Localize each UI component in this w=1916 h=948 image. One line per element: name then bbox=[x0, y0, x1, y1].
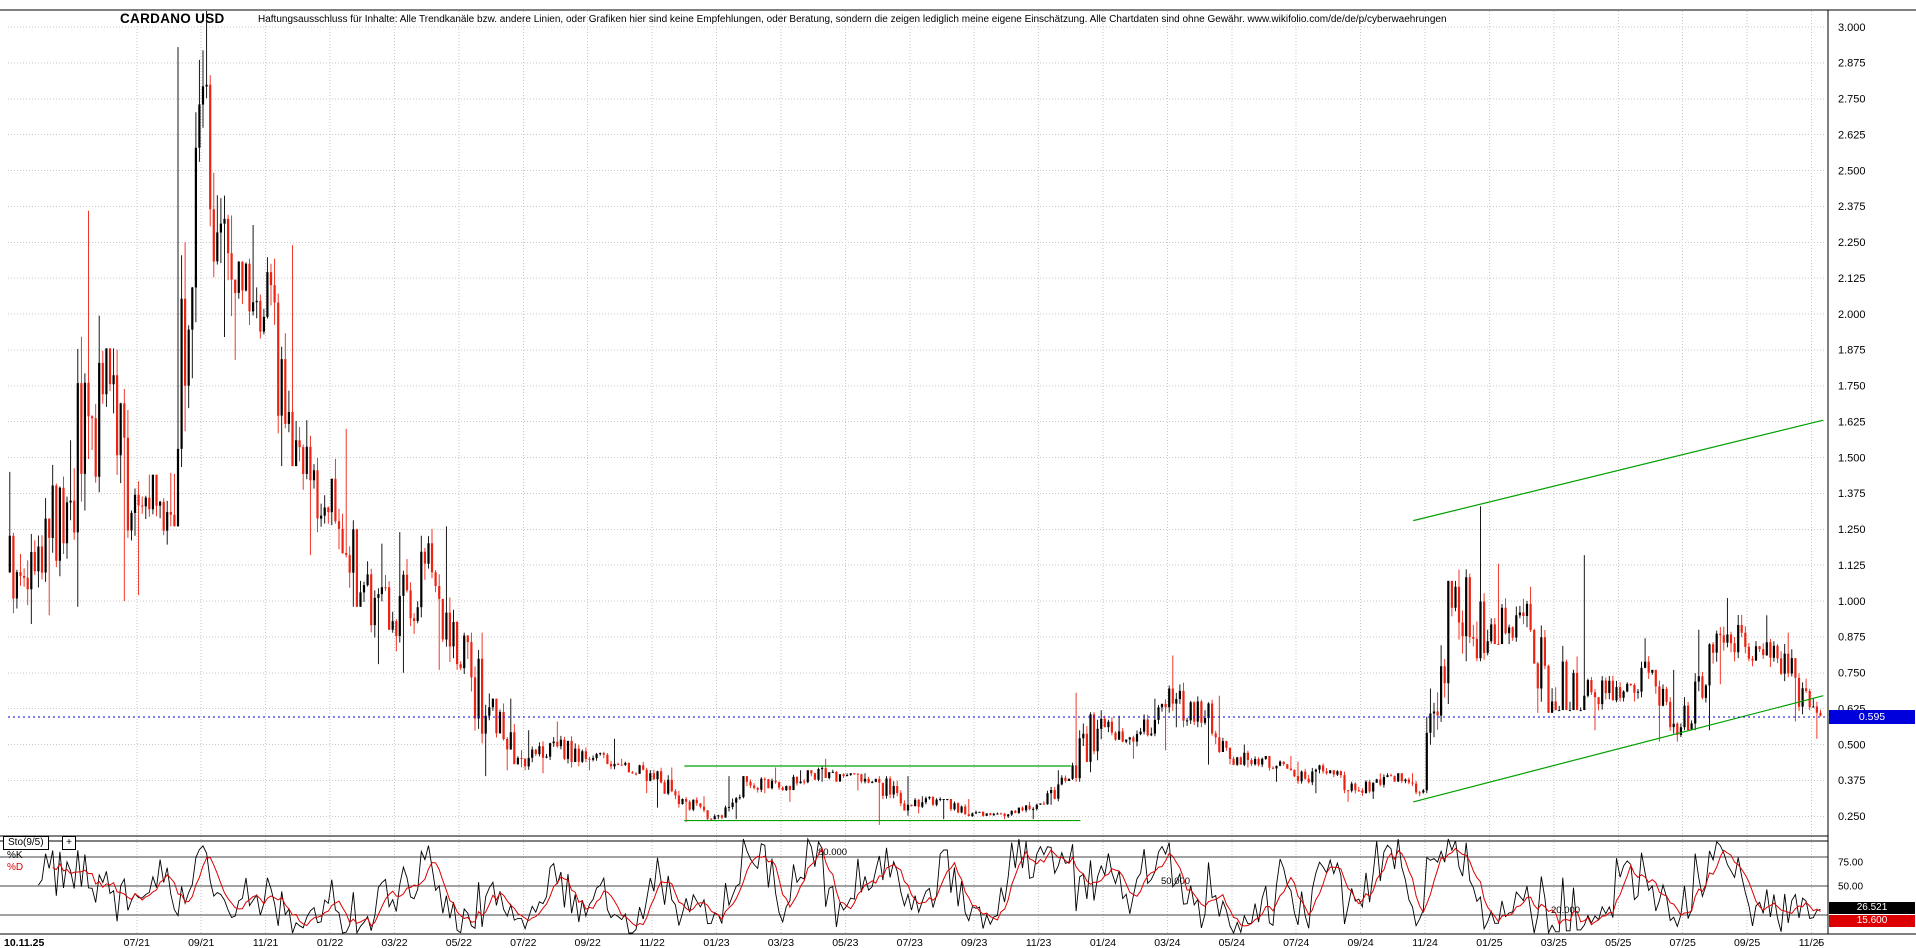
date-tick-label: 09/25 bbox=[1734, 937, 1760, 948]
date-tick-label: 03/24 bbox=[1154, 937, 1180, 948]
sto-d-label: %D bbox=[7, 862, 24, 873]
price-tick-label: 0.250 bbox=[1838, 811, 1866, 823]
date-tick-label: 01/22 bbox=[317, 937, 343, 948]
price-tick-label: 1.500 bbox=[1838, 452, 1866, 464]
price-tick-label: 2.000 bbox=[1838, 309, 1866, 321]
trend-channel-line bbox=[1413, 695, 1824, 803]
sto-indicator-label[interactable]: Sto(9/5) bbox=[3, 836, 49, 850]
sto-level-label: 80.000 bbox=[818, 847, 847, 858]
date-tick-label: 01/23 bbox=[703, 937, 729, 948]
date-tick-label: 03/22 bbox=[381, 937, 407, 948]
sto-expand-button[interactable]: + bbox=[62, 836, 76, 850]
sto-level-label: 20.000 bbox=[1551, 905, 1580, 916]
date-tick-label: 03/23 bbox=[768, 937, 794, 948]
date-tick-label: 03/25 bbox=[1541, 937, 1567, 948]
date-tick-label: 11/23 bbox=[1026, 937, 1052, 948]
sto-d-value: 15.600 bbox=[1829, 915, 1915, 927]
price-tick-label: 1.750 bbox=[1838, 381, 1866, 393]
sto-k-line bbox=[38, 837, 1821, 935]
date-tick-label: 11/25 bbox=[1799, 937, 1825, 948]
date-tick-label: 09/22 bbox=[575, 937, 601, 948]
date-tick-label: 11/24 bbox=[1412, 937, 1438, 948]
price-tick-label: 0.500 bbox=[1838, 739, 1866, 751]
date-tick-label: 05/23 bbox=[832, 937, 858, 948]
symbol-title: CARDANO USD bbox=[120, 11, 225, 26]
date-tick-label: 05/25 bbox=[1605, 937, 1631, 948]
candle-bodies-down bbox=[12, 84, 1822, 820]
price-tick-label: 2.625 bbox=[1838, 129, 1866, 141]
price-tick-label: 3.000 bbox=[1838, 22, 1866, 34]
price-tick-label: 2.375 bbox=[1838, 201, 1866, 213]
current-price-marker: 0.595 bbox=[1829, 710, 1915, 724]
price-tick-label: 1.625 bbox=[1838, 416, 1866, 428]
price-tick-label: 2.875 bbox=[1838, 58, 1866, 70]
price-tick-label: 0.875 bbox=[1838, 632, 1866, 644]
price-tick-label: 1.375 bbox=[1838, 488, 1866, 500]
candle-wicks-up bbox=[9, 11, 1814, 820]
trend-channel-line bbox=[1413, 419, 1824, 522]
sto-right-tick-label: 50.00 bbox=[1838, 882, 1863, 893]
date-tick-label: 11/22 bbox=[639, 937, 665, 948]
date-tick-label: 09/21 bbox=[188, 937, 214, 948]
date-tick-label: 05/22 bbox=[446, 937, 472, 948]
sto-d-line bbox=[52, 847, 1821, 927]
price-tick-label: 2.250 bbox=[1838, 237, 1866, 249]
price-tick-label: 1.875 bbox=[1838, 345, 1866, 357]
date-tick-label: 07/22 bbox=[510, 937, 536, 948]
disclaimer-text: Haftungsausschluss für Inhalte: Alle Tre… bbox=[258, 14, 1447, 25]
price-tick-label: 1.000 bbox=[1838, 596, 1866, 608]
date-tick-label: 07/21 bbox=[124, 937, 150, 948]
price-tick-label: 2.750 bbox=[1838, 94, 1866, 106]
price-tick-label: 2.125 bbox=[1838, 273, 1866, 285]
sto-level-label: 50.000 bbox=[1161, 876, 1190, 887]
date-tick-label: 11/21 bbox=[253, 937, 279, 948]
date-tick-label: 09/23 bbox=[961, 937, 987, 948]
date-tick-label: 07/25 bbox=[1670, 937, 1696, 948]
price-tick-label: 2.500 bbox=[1838, 165, 1866, 177]
date-tick-label: 05/24 bbox=[1219, 937, 1245, 948]
zoom-out-button[interactable]: - bbox=[1817, 935, 1821, 948]
axis-last-date-label: 10.11.25 bbox=[4, 937, 45, 948]
sto-k-value: 26.521 bbox=[1829, 902, 1915, 914]
date-tick-label: 01/25 bbox=[1476, 937, 1502, 948]
date-tick-label: 07/24 bbox=[1283, 937, 1309, 948]
price-tick-label: 1.125 bbox=[1838, 560, 1866, 572]
price-tick-label: 0.750 bbox=[1838, 668, 1866, 680]
sto-k-label: %K bbox=[7, 850, 23, 861]
date-tick-label: 01/24 bbox=[1090, 937, 1116, 948]
price-tick-label: 1.250 bbox=[1838, 524, 1866, 536]
date-tick-label: 09/24 bbox=[1347, 937, 1373, 948]
sto-right-tick-label: 75.00 bbox=[1838, 858, 1863, 869]
price-tick-label: 0.375 bbox=[1838, 775, 1866, 787]
date-tick-label: 07/23 bbox=[897, 937, 923, 948]
